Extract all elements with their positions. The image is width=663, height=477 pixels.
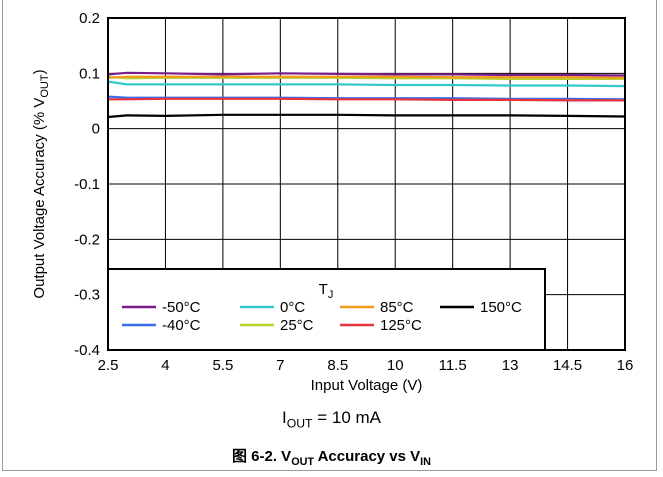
caption-mid: Accuracy vs V (313, 448, 421, 465)
y-tick-label: 0.1 (79, 65, 100, 82)
y-tick-label: -0.3 (74, 287, 100, 304)
y-axis-label-main: Output Voltage Accuracy (% V (31, 98, 48, 299)
x-tick-label: 11.5 (439, 357, 467, 374)
x-tick-label: 2.5 (98, 357, 119, 374)
y-tick-label: -0.2 (74, 231, 100, 248)
x-tick-label: 8.5 (327, 357, 348, 374)
y-tick-label: -0.4 (74, 342, 100, 359)
condition-main: I (281, 408, 287, 427)
legend-title-sub: J (328, 289, 334, 301)
legend-title-main: T (319, 281, 328, 298)
series-line (108, 97, 625, 102)
series-line (107, 75, 626, 79)
y-axis-label-sub: OUT (39, 74, 51, 98)
series-line (107, 75, 625, 81)
caption-sub-in: IN (420, 456, 431, 468)
figure-caption: 图 6-2. VOUT Accuracy vs VIN (0, 445, 663, 468)
legend-label: 85°C (380, 299, 414, 316)
y-tick-label: -0.1 (74, 176, 100, 193)
x-tick-label: 10 (387, 357, 404, 374)
series-lines (107, 71, 626, 119)
x-tick-label: 4 (161, 357, 169, 374)
legend-label: 0°C (280, 299, 305, 316)
legend-title: TJ (319, 281, 334, 301)
legend-label: 125°C (380, 317, 422, 334)
y-tick-label: 0 (92, 121, 100, 138)
series-line (107, 80, 626, 88)
legend-label: -50°C (162, 299, 201, 316)
legend-box (107, 268, 546, 351)
x-tick-label: 14.5 (553, 357, 582, 374)
caption-sub-out: OUT (291, 456, 314, 468)
y-axis-label-end: ) (31, 69, 48, 74)
condition-label: IOUT = 10 mA (0, 408, 663, 430)
x-tick-label: 5.5 (212, 357, 233, 374)
x-tick-label: 16 (617, 357, 634, 374)
figure-frame (2, 0, 657, 471)
legend-label: 25°C (280, 317, 314, 334)
x-axis-label: Input Voltage (V) (311, 377, 423, 394)
tick-labels: 2.5 4 5.5 7 8.5 10 11.5 13 14.5 16 0.2 0.1 0 -0.1 -0.2… (74, 10, 633, 374)
condition-sub: OUT (286, 416, 313, 431)
y-tick-label: 0.2 (79, 10, 100, 27)
caption-prefix: 图 6-2. V (232, 448, 292, 465)
series-line (107, 71, 626, 77)
x-tick-label: 13 (502, 357, 519, 374)
condition-rest: = 10 mA (312, 408, 382, 427)
legend-label: -40°C (162, 317, 201, 334)
line-chart: 2.5 4 5.5 7 8.5 10 11.5 13 14.5 16 0.2 0.1 0 -0.1 -0.2… (31, 10, 633, 394)
y-axis-label: Output Voltage Accuracy (% VOUT) (31, 69, 51, 298)
x-tick-label: 7 (276, 357, 284, 374)
series-line (107, 113, 626, 119)
legend-label: 150°C (480, 299, 522, 316)
